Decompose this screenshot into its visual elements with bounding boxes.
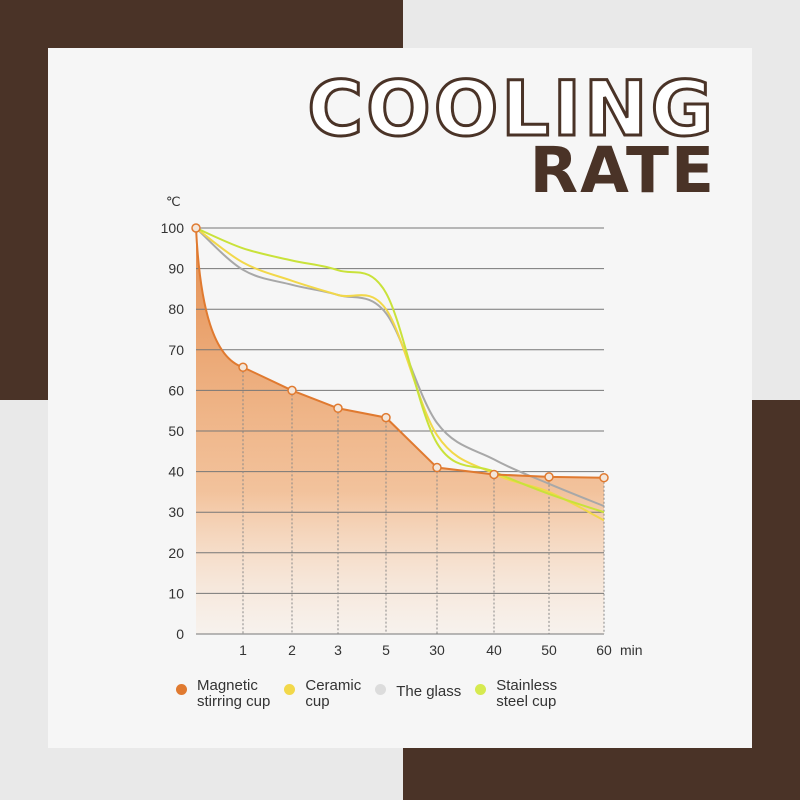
data-point-magnetic xyxy=(333,403,343,414)
series-line-magnetic xyxy=(195,227,605,479)
data-point-magnetic xyxy=(287,385,297,396)
y-tick-label: 40 xyxy=(168,464,184,480)
series-line-2 xyxy=(195,227,605,508)
legend-item-stainless: Stainless steel cup xyxy=(475,678,557,710)
x-tick-label: 5 xyxy=(382,642,390,658)
data-point-magnetic xyxy=(381,412,391,423)
data-point-magnetic xyxy=(544,472,554,482)
legend-dot xyxy=(284,684,296,695)
y-tick-label: 30 xyxy=(168,504,184,520)
x-tick-label: 50 xyxy=(541,642,557,658)
y-tick-label: 20 xyxy=(168,545,184,561)
x-tick-label: 3 xyxy=(334,642,342,658)
title-cooling: COOLING xyxy=(306,64,716,153)
y-tick-label: 80 xyxy=(168,301,184,317)
data-point-magnetic xyxy=(238,362,248,373)
legend-dot xyxy=(375,684,387,695)
x-tick-label: 40 xyxy=(486,642,502,658)
y-tick-label: 10 xyxy=(168,585,184,601)
legend-item-magnetic: Magnetic stirring cup xyxy=(176,678,270,710)
y-tick-label: 100 xyxy=(161,220,185,236)
data-point-magnetic xyxy=(432,462,442,473)
data-point-magnetic xyxy=(599,472,609,483)
data-point-magnetic xyxy=(489,469,499,480)
data-point-magnetic xyxy=(191,223,201,233)
legend-item-ceramic: Ceramic cup xyxy=(284,678,361,710)
legend-label: Ceramic cup xyxy=(305,677,362,710)
legend: Magnetic stirring cup Ceramic cup The gl… xyxy=(176,678,557,710)
x-axis-unit: min xyxy=(620,642,643,658)
legend-label: The glass xyxy=(396,683,462,700)
legend-dot xyxy=(475,684,487,695)
title-rate: RATE xyxy=(529,134,716,207)
series-line-3 xyxy=(195,227,605,514)
legend-label: Stainless steel cup xyxy=(496,677,558,710)
y-tick-label: 50 xyxy=(168,423,184,439)
y-tick-label: 70 xyxy=(168,342,184,358)
x-tick-label: 1 xyxy=(239,642,247,658)
x-tick-label: 30 xyxy=(429,642,445,658)
magnetic-area xyxy=(196,228,604,634)
legend-label: Magnetic stirring cup xyxy=(197,677,271,710)
y-tick-label: 60 xyxy=(168,382,184,398)
x-tick-label: 60 xyxy=(596,642,612,658)
legend-item-glass: The glass xyxy=(375,678,461,710)
y-tick-label: 90 xyxy=(168,261,184,277)
x-tick-label: 2 xyxy=(288,642,296,658)
y-axis-unit: ℃ xyxy=(166,194,181,209)
y-tick-label: 0 xyxy=(176,626,184,642)
legend-dot xyxy=(176,684,187,695)
